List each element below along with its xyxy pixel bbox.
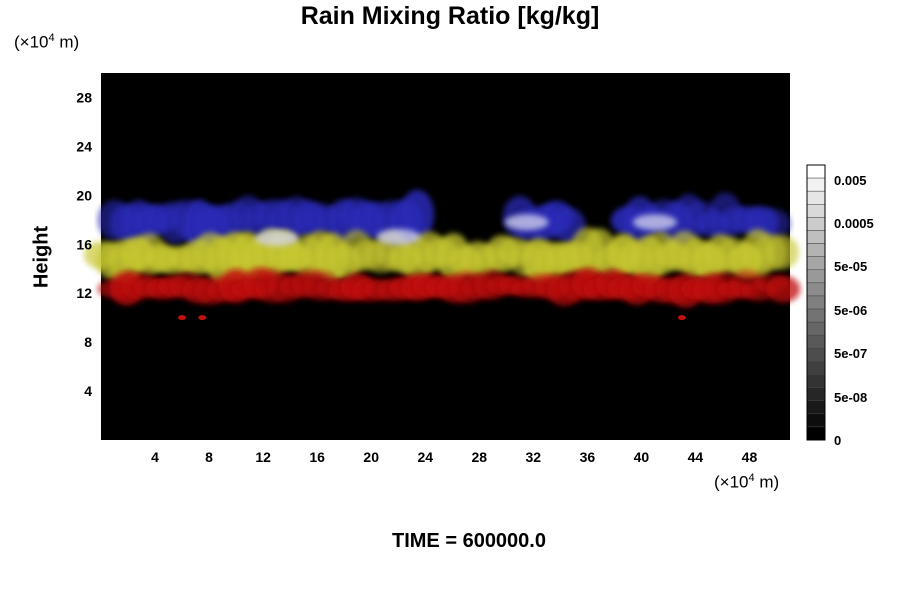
time-label: TIME = 600000.0 [392,530,546,552]
x-tick-label: 40 [634,449,650,465]
y-tick-label: 20 [76,187,92,203]
colorbar-segment [806,361,826,375]
x-tick-label: 36 [580,449,596,465]
colorbar-label: 5e-05 [834,259,867,274]
colorbar-frame [806,164,826,441]
colorbar-segment [806,400,826,415]
colorbar-segment [806,334,826,349]
colorbar-segment [806,204,826,218]
rain-lower-layer-mark [766,275,801,303]
colorbar-label: 5e-08 [834,390,867,405]
colorbar-segment [806,282,826,297]
x-tick-label: 24 [417,449,433,465]
y-unit-prefix: (×10 [14,32,49,52]
rain-drop-mark [178,315,187,321]
x-unit-suffix: m) [754,472,780,492]
y-unit-exp: 4 [48,32,55,44]
y-tick-label: 4 [84,383,92,399]
colorbar-segment [806,177,826,192]
colorbar-segment [806,256,826,271]
y-tick-label: 12 [76,285,92,301]
rain-drop-mark [198,315,207,321]
colorbar-segment [806,321,826,336]
colorbar-label: 0.005 [834,173,867,188]
y-unit-suffix: m) [54,32,80,52]
x-tick-label: 12 [255,449,271,465]
rain-middle-layer-mark [764,234,799,270]
colorbar-segment [806,295,826,310]
colorbar-label: 0.0005 [834,216,874,231]
colorbar-segment [806,374,826,388]
colorbar-segment [806,413,826,428]
x-unit-label: (×104 m) [714,472,779,493]
rain-upper-layer-mark [756,208,791,239]
colorbar-segment [806,348,826,362]
rain-drop-mark [677,315,686,321]
colorbar-segment [806,387,826,401]
colorbar-label: 0 [834,433,841,448]
cloud-top-highlight [254,230,299,247]
cloud-top-highlight [504,214,549,231]
cloud-top-highlight [632,214,677,231]
rain-upper-layer-mark [400,189,435,240]
x-tick-label: 28 [471,449,487,465]
colorbar-segment [806,190,826,205]
y-tick-label: 28 [76,89,92,105]
y-tick-label: 8 [84,334,92,350]
y-tick-label: 16 [76,236,92,252]
x-unit-prefix: (×10 [714,472,749,492]
x-unit-exp: 4 [748,472,755,484]
colorbar-segment [806,269,826,284]
x-tick-label: 44 [688,449,704,465]
y-tick-label: 24 [76,138,92,154]
x-tick-label: 48 [742,449,758,465]
cloud-top-highlight [376,228,421,245]
x-tick-label: 20 [363,449,379,465]
colorbar-segment [806,308,826,323]
colorbar-segment [806,217,826,231]
colorbar-segment [806,230,826,244]
x-tick-label: 16 [309,449,325,465]
chart-title: Rain Mixing Ratio [kg/kg] [300,2,600,30]
colorbar-segment [806,426,826,441]
colorbar-label: 5e-07 [834,346,867,361]
colorbar-segment [806,164,826,179]
colorbar-label: 5e-06 [834,303,867,318]
x-tick-label: 4 [151,449,159,465]
y-unit-label: (×104 m) [14,32,79,53]
x-tick-label: 32 [526,449,542,465]
x-tick-label: 8 [205,449,213,465]
colorbar-segment [806,243,826,257]
